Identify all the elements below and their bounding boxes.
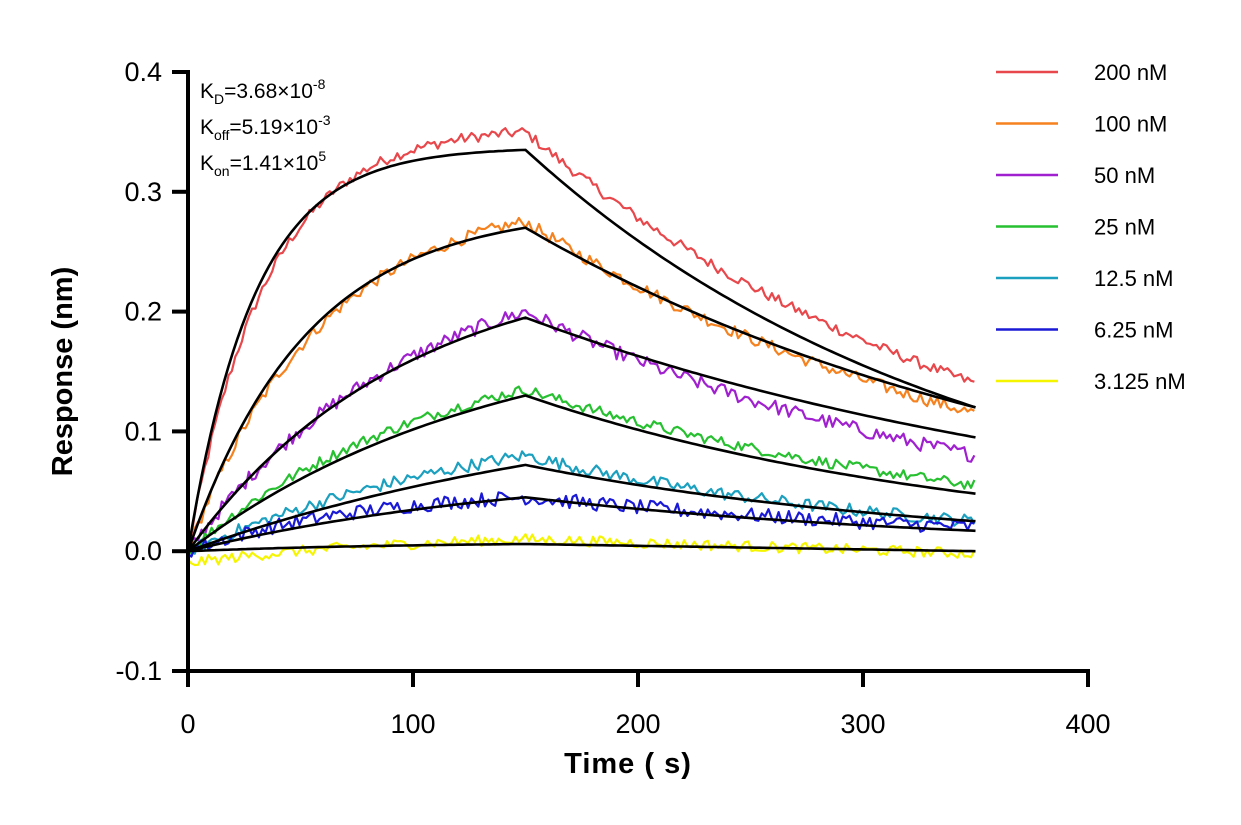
y-tick-label: 0.4 bbox=[124, 57, 162, 87]
legend-label: 25 nM bbox=[1094, 215, 1155, 240]
fit-curve-6-25-nm bbox=[187, 495, 976, 553]
x-tick-label: 200 bbox=[615, 709, 660, 739]
series-line-6-25-nm bbox=[187, 491, 975, 558]
fit-curve-3-125-nm bbox=[187, 542, 976, 553]
series-line-200-nm bbox=[186, 127, 975, 550]
x-tick-label: 300 bbox=[840, 709, 885, 739]
legend-label: 50 nM bbox=[1094, 163, 1155, 188]
x-tick-label: 0 bbox=[180, 709, 195, 739]
series-line-50-nm bbox=[186, 309, 976, 549]
x-axis-title: Time ( s) bbox=[564, 748, 692, 780]
y-axis-title: Response (nm) bbox=[47, 267, 79, 476]
kinetics-annotations: KD=3.68×10-8 Koff=5.19×10-3 Kon=1.41×105 bbox=[200, 76, 331, 179]
legend-label: 3.125 nM bbox=[1094, 369, 1186, 394]
fit-curve-100-nm bbox=[186, 226, 976, 552]
series-line-25-nm bbox=[187, 385, 976, 555]
legend-label: 100 nM bbox=[1094, 112, 1167, 137]
kinetic-constant-off: Koff=5.19×10-3 bbox=[200, 112, 331, 143]
series-group bbox=[186, 127, 976, 567]
series-line-12-5-nm bbox=[187, 450, 976, 555]
fit-curve-200-nm bbox=[186, 148, 976, 552]
y-tick-label: 0.2 bbox=[124, 297, 162, 327]
kinetic-constant-on: Kon=1.41×105 bbox=[200, 148, 326, 179]
x-tick-label: 100 bbox=[390, 709, 435, 739]
y-tick-label: 0.0 bbox=[124, 536, 162, 566]
legend: 200 nM 100 nM 50 nM 25 nM 12.5 nM 6.25 nM 3.12… bbox=[996, 60, 1186, 394]
fit-curve-12-5-nm bbox=[187, 463, 976, 553]
fit-curves-group bbox=[186, 148, 976, 553]
legend-label: 6.25 nM bbox=[1094, 318, 1174, 343]
x-tick-label: 400 bbox=[1065, 709, 1110, 739]
y-tick-label: 0.1 bbox=[124, 416, 162, 446]
legend-label: 12.5 nM bbox=[1094, 266, 1174, 291]
y-tick-label: 0.3 bbox=[124, 177, 162, 207]
kinetic-constant-D: KD=3.68×10-8 bbox=[200, 76, 326, 107]
legend-label: 200 nM bbox=[1094, 60, 1167, 85]
y-tick-label: -0.1 bbox=[115, 656, 162, 686]
fit-curve-50-nm bbox=[186, 316, 976, 552]
fit-curve-25-nm bbox=[187, 394, 976, 553]
